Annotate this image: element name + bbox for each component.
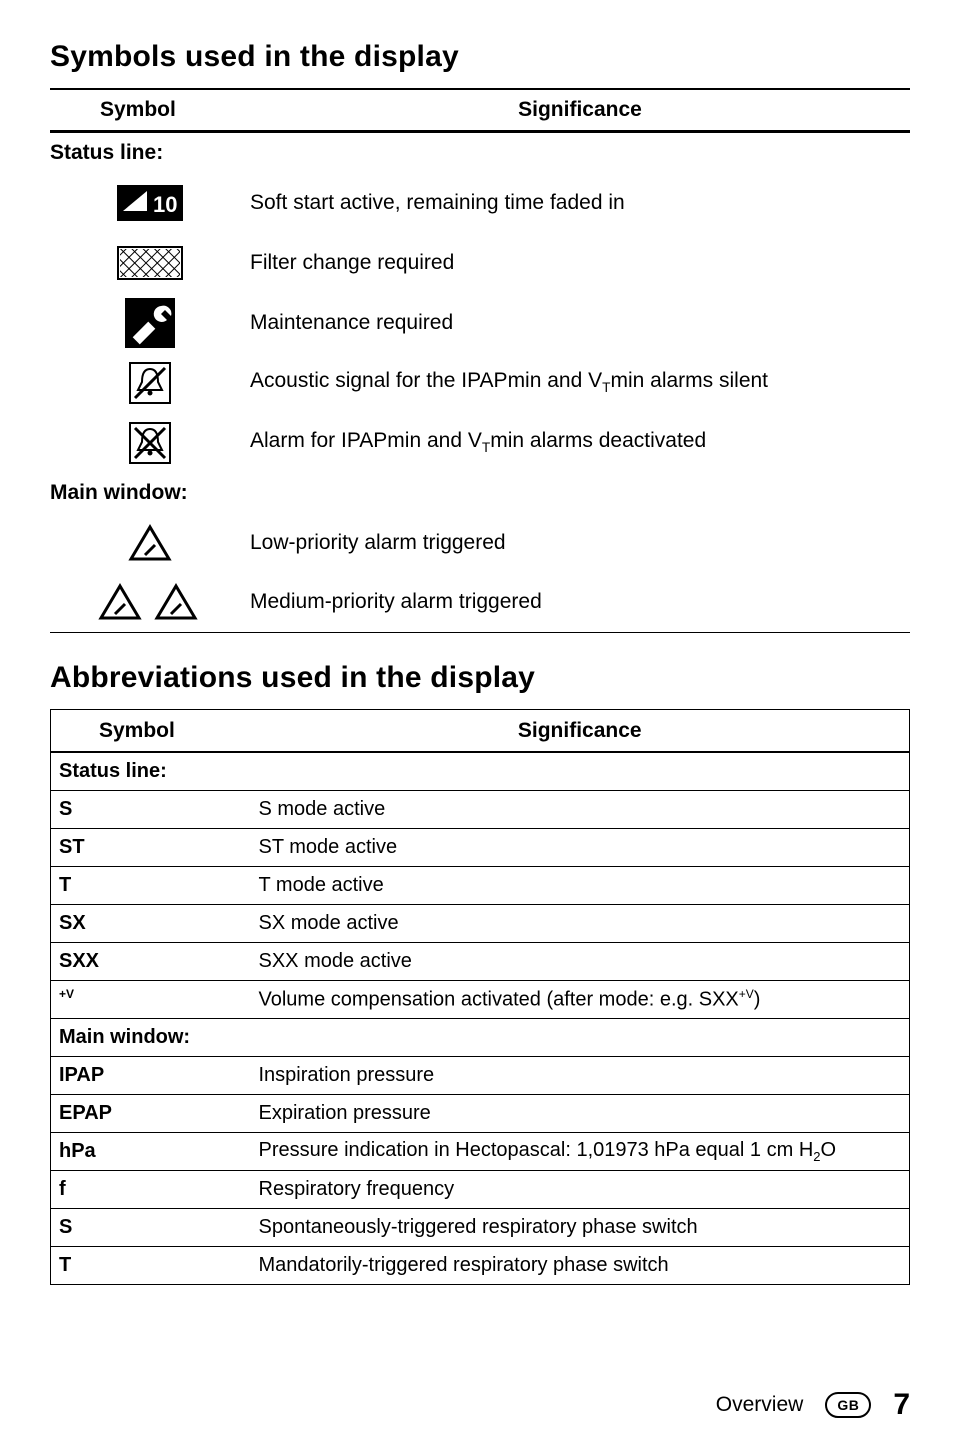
table-row: TMandatorily-triggered respiratory phase… xyxy=(51,1247,910,1285)
row-text: Respiratory frequency xyxy=(251,1171,910,1209)
table-row: SXSX mode active xyxy=(51,905,910,943)
softstart-icon: 10 xyxy=(117,185,183,221)
col-significance: Significance xyxy=(250,89,910,131)
alarm-med-icon xyxy=(95,582,205,622)
main-window-label: Main window: xyxy=(51,1019,910,1057)
row-text: Mandatorily-triggered respiratory phase … xyxy=(251,1247,910,1285)
table-row: Alarm for IPAPmin and VTmin alarms deact… xyxy=(50,413,910,473)
row-text: Volume compensation activated (after mod… xyxy=(251,981,910,1019)
col-symbol: Symbol xyxy=(50,89,250,131)
row-text: Low-priority alarm triggered xyxy=(250,513,910,573)
row-text: Maintenance required xyxy=(250,293,910,353)
gb-badge: GB xyxy=(825,1392,871,1418)
row-text: S mode active xyxy=(251,791,910,829)
bell-off-icon xyxy=(129,422,171,464)
table-row: +VVolume compensation activated (after m… xyxy=(51,981,910,1019)
table-row: Maintenance required xyxy=(50,293,910,353)
row-text: Inspiration pressure xyxy=(251,1057,910,1095)
row-text: Filter change required xyxy=(250,233,910,293)
table-row: SSpontaneously-triggered respiratory pha… xyxy=(51,1209,910,1247)
table-row: IPAPInspiration pressure xyxy=(51,1057,910,1095)
table-row: fRespiratory frequency xyxy=(51,1171,910,1209)
bell-silent-icon xyxy=(129,362,171,404)
row-text: SX mode active xyxy=(251,905,910,943)
row-text: Medium-priority alarm triggered xyxy=(250,573,910,633)
row-text: Alarm for IPAPmin and VTmin alarms deact… xyxy=(250,413,910,473)
table-row: 10 Soft start active, remaining time fad… xyxy=(50,173,910,233)
row-text: Pressure indication in Hectopascal: 1,01… xyxy=(251,1133,910,1171)
table-row: TT mode active xyxy=(51,867,910,905)
table-row: SXXSXX mode active xyxy=(51,943,910,981)
abbrev-title: Abbreviations used in the display xyxy=(50,661,910,695)
table-row: STST mode active xyxy=(51,829,910,867)
col-significance: Significance xyxy=(251,710,910,752)
page-footer: Overview GB 7 xyxy=(716,1388,910,1422)
filter-icon xyxy=(117,246,183,280)
alarm-low-icon xyxy=(125,523,175,563)
row-text: T mode active xyxy=(251,867,910,905)
symbols-title: Symbols used in the display xyxy=(50,40,910,74)
table-row: Acoustic signal for the IPAPmin and VTmi… xyxy=(50,353,910,413)
status-line-label: Status line: xyxy=(50,133,910,173)
table-row: Medium-priority alarm triggered xyxy=(50,573,910,633)
row-text: Acoustic signal for the IPAPmin and VTmi… xyxy=(250,353,910,413)
row-text: ST mode active xyxy=(251,829,910,867)
wrench-icon xyxy=(125,298,175,348)
page-number: 7 xyxy=(893,1388,910,1422)
svg-text:10: 10 xyxy=(153,192,177,217)
footer-overview: Overview xyxy=(716,1393,804,1417)
col-symbol: Symbol xyxy=(51,710,251,752)
table-row: EPAPExpiration pressure xyxy=(51,1095,910,1133)
row-text: Soft start active, remaining time faded … xyxy=(250,173,910,233)
table-row: Filter change required xyxy=(50,233,910,293)
symbols-table: Symbol Significance Status line: 10 S xyxy=(50,88,910,633)
main-window-label: Main window: xyxy=(50,473,910,513)
status-line-label: Status line: xyxy=(51,753,910,791)
row-text: Expiration pressure xyxy=(251,1095,910,1133)
table-row: Low-priority alarm triggered xyxy=(50,513,910,573)
row-text: Spontaneously-triggered respiratory phas… xyxy=(251,1209,910,1247)
table-row: hPaPressure indication in Hectopascal: 1… xyxy=(51,1133,910,1171)
row-text: SXX mode active xyxy=(251,943,910,981)
abbrev-table: Symbol Significance Status line: SS mode… xyxy=(50,709,910,1285)
table-row: SS mode active xyxy=(51,791,910,829)
